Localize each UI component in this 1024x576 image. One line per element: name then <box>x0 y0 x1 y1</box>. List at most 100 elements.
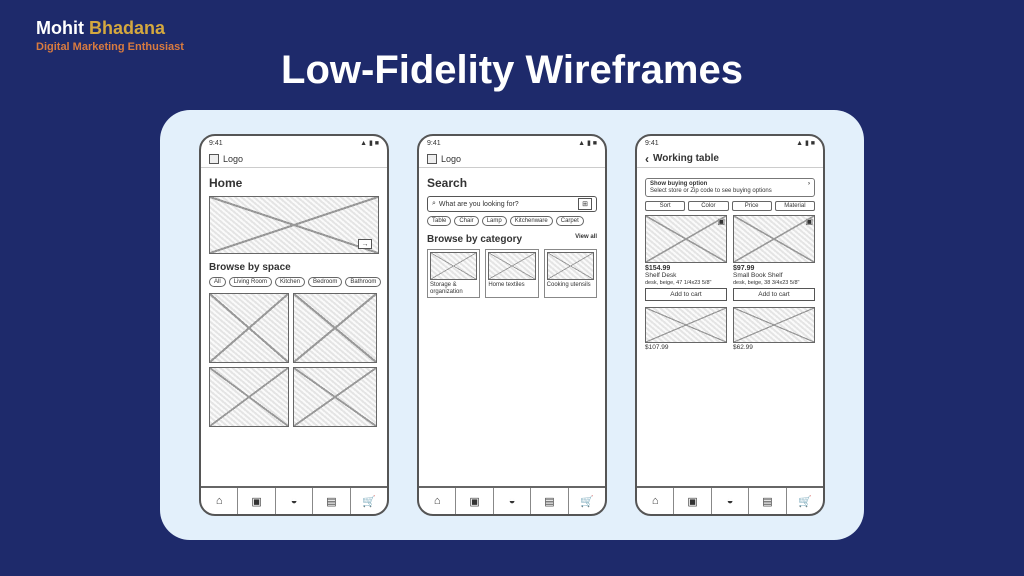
tab-bar: ⌂ ▣ ◒ ▤ 🛒 <box>419 486 605 514</box>
phone-content: Search ⌕ What are you looking for? ⊞ Tab… <box>419 168 605 486</box>
product-image <box>733 307 815 343</box>
product-image <box>645 307 727 343</box>
hero-arrow-icon[interactable]: → <box>358 239 372 249</box>
search-scan-icon[interactable]: ⊞ <box>578 198 592 210</box>
space-grid <box>209 293 379 427</box>
header-bar: ‹ Working table <box>637 150 823 168</box>
status-time: 9:41 <box>209 140 223 147</box>
chip[interactable]: Kitchen <box>275 277 305 287</box>
space-card[interactable] <box>209 293 289 363</box>
filter-pills: Sort Color Price Material <box>645 201 815 211</box>
bopis-subtitle: Select store or Zip code to see buying o… <box>650 188 810 194</box>
logo-bar: Logo <box>419 150 605 168</box>
browse-category-heading: Browse by category View all <box>427 234 597 245</box>
tab-account[interactable]: ◒ <box>494 488 531 514</box>
bookmark-icon[interactable]: ▣ <box>805 217 813 226</box>
browse-category-label: Browse by category <box>427 234 522 245</box>
space-card[interactable] <box>293 367 377 427</box>
category-label: Storage & organization <box>430 282 477 295</box>
hero-image[interactable]: → <box>209 196 379 254</box>
filter-sort[interactable]: Sort <box>645 201 685 211</box>
category-label: Home textiles <box>488 282 535 289</box>
tab-home[interactable]: ⌂ <box>201 488 238 514</box>
phone-search: 9:41 ▲ ▮ ■ Logo Search ⌕ What are you lo… <box>417 134 607 516</box>
chip[interactable]: Living Room <box>229 277 272 287</box>
logo-icon <box>427 154 437 164</box>
tab-account[interactable]: ◒ <box>712 488 749 514</box>
add-to-cart-button[interactable]: Add to cart <box>733 288 815 301</box>
chip[interactable]: Carpet <box>556 216 584 226</box>
tab-cart[interactable]: 🛒 <box>787 488 823 514</box>
filter-material[interactable]: Material <box>775 201 815 211</box>
tab-saved[interactable]: ▤ <box>531 488 568 514</box>
chip[interactable]: Chair <box>454 216 478 226</box>
tab-home[interactable]: ⌂ <box>637 488 674 514</box>
product-grid-row2: $107.99 $62.99 <box>645 307 815 351</box>
view-all-link[interactable]: View all <box>575 234 597 240</box>
product-meta: desk, beige, 38 3/4x23 5/8" <box>733 280 815 286</box>
space-chips: All Living Room Kitchen Bedroom Bathroom <box>209 277 379 287</box>
tab-cart[interactable]: 🛒 <box>351 488 387 514</box>
chip[interactable]: Bedroom <box>308 277 342 287</box>
back-icon[interactable]: ‹ <box>645 152 649 166</box>
page-title: Low-Fidelity Wireframes <box>0 48 1024 93</box>
product-card[interactable]: $107.99 <box>645 307 727 351</box>
buying-option-box[interactable]: Show buying option › Select store or Zip… <box>645 178 815 197</box>
bookmark-icon[interactable]: ▣ <box>717 217 725 226</box>
product-card[interactable]: ▣ $97.99 Small Book Shelf desk, beige, 3… <box>733 215 815 301</box>
product-price: $154.99 <box>645 265 727 272</box>
category-card[interactable]: Storage & organization <box>427 249 480 298</box>
status-icons: ▲ ▮ ■ <box>796 139 815 147</box>
chip[interactable]: Kitchenware <box>510 216 553 226</box>
category-card[interactable]: Cooking utensils <box>544 249 597 298</box>
space-card[interactable] <box>293 293 377 363</box>
chip[interactable]: All <box>209 277 226 287</box>
product-image: ▣ <box>645 215 727 263</box>
space-card[interactable] <box>209 367 289 427</box>
category-card[interactable]: Home textiles <box>485 249 538 298</box>
author-name: Mohit Bhadana <box>36 18 184 39</box>
chip[interactable]: Bathroom <box>345 277 381 287</box>
tab-home[interactable]: ⌂ <box>419 488 456 514</box>
category-image <box>488 252 535 280</box>
category-image <box>547 252 594 280</box>
author-first: Mohit <box>36 18 84 38</box>
logo-bar: Logo <box>201 150 387 168</box>
tab-bar: ⌂ ▣ ◒ ▤ 🛒 <box>201 486 387 514</box>
product-card[interactable]: $62.99 <box>733 307 815 351</box>
product-grid: ▣ $154.99 Shelf Desk desk, beige, 47 1/4… <box>645 215 815 301</box>
search-icon: ⌕ <box>432 200 436 208</box>
author-last: Bhadana <box>89 18 165 38</box>
tab-saved[interactable]: ▤ <box>313 488 350 514</box>
chip[interactable]: Lamp <box>482 216 507 226</box>
phone-content: Home → Browse by space All Living Room K… <box>201 168 387 486</box>
bopis-title: Show buying option <box>650 181 707 187</box>
status-time: 9:41 <box>427 140 441 147</box>
product-image: ▣ <box>733 215 815 263</box>
phone-content: Show buying option › Select store or Zip… <box>637 168 823 486</box>
search-input[interactable]: ⌕ What are you looking for? ⊞ <box>427 196 597 212</box>
product-card[interactable]: ▣ $154.99 Shelf Desk desk, beige, 47 1/4… <box>645 215 727 301</box>
product-price: $97.99 <box>733 265 815 272</box>
tab-browse[interactable]: ▣ <box>674 488 711 514</box>
product-name: Small Book Shelf <box>733 272 815 279</box>
product-name: Shelf Desk <box>645 272 727 279</box>
tab-account[interactable]: ◒ <box>276 488 313 514</box>
filter-price[interactable]: Price <box>732 201 772 211</box>
screen-title: Home <box>209 176 379 190</box>
tab-browse[interactable]: ▣ <box>456 488 493 514</box>
phone-listing: 9:41 ▲ ▮ ■ ‹ Working table Show buying o… <box>635 134 825 516</box>
tab-cart[interactable]: 🛒 <box>569 488 605 514</box>
status-bar: 9:41 ▲ ▮ ■ <box>201 136 387 150</box>
add-to-cart-button[interactable]: Add to cart <box>645 288 727 301</box>
filter-color[interactable]: Color <box>688 201 728 211</box>
category-label: Cooking utensils <box>547 282 594 289</box>
tab-saved[interactable]: ▤ <box>749 488 786 514</box>
category-cards: Storage & organization Home textiles Coo… <box>427 249 597 298</box>
wireframe-panel: 9:41 ▲ ▮ ■ Logo Home → Browse by space A… <box>160 110 864 540</box>
status-time: 9:41 <box>645 140 659 147</box>
chip[interactable]: Table <box>427 216 451 226</box>
browse-heading: Browse by space <box>209 262 379 273</box>
tab-browse[interactable]: ▣ <box>238 488 275 514</box>
status-icons: ▲ ▮ ■ <box>360 139 379 147</box>
